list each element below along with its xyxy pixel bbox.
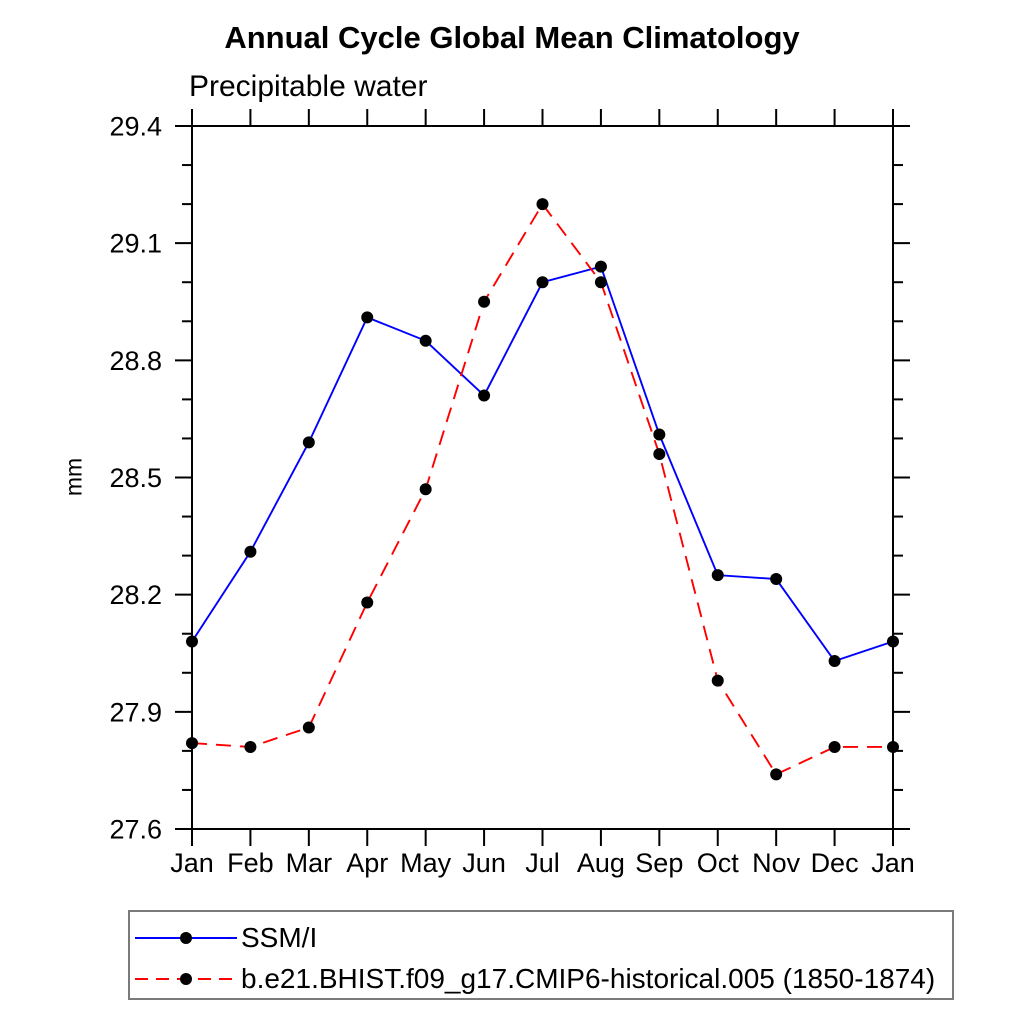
data-point xyxy=(711,569,724,582)
legend-swatch-solid-line xyxy=(135,932,237,944)
data-point xyxy=(770,573,783,586)
data-point xyxy=(419,483,432,496)
data-point xyxy=(302,721,315,734)
y-tick-label: 29.4 xyxy=(109,112,162,142)
x-tick-label: Dec xyxy=(811,848,859,878)
data-point xyxy=(244,740,257,753)
series-line-1 xyxy=(191,202,893,776)
data-point xyxy=(828,740,841,753)
x-tick-label: Jul xyxy=(525,848,560,878)
legend-label-ssmi: SSM/I xyxy=(241,922,318,953)
x-tick-label: Aug xyxy=(577,848,625,878)
plot-frame xyxy=(191,125,894,830)
data-point xyxy=(419,334,432,347)
legend-item-ssmi: SSM/I xyxy=(134,922,318,953)
y-tick-label: 28.5 xyxy=(109,463,162,493)
y-tick-label: 27.9 xyxy=(109,697,162,727)
data-point xyxy=(887,740,899,753)
x-tick-label: May xyxy=(400,848,452,878)
x-tick-label: Jan xyxy=(170,848,214,878)
data-point xyxy=(186,737,198,750)
chart-subtitle: Precipitable water xyxy=(189,70,428,103)
x-tick-label: Mar xyxy=(286,848,333,878)
x-tick-label: Apr xyxy=(346,848,388,878)
x-tick-label: Feb xyxy=(227,848,274,878)
data-point xyxy=(361,311,374,324)
legend-label-model: b.e21.BHIST.f09_g17.CMIP6-historical.005… xyxy=(241,963,936,994)
data-point xyxy=(536,276,549,289)
data-point xyxy=(653,428,666,441)
data-point xyxy=(186,635,198,648)
data-point xyxy=(828,655,841,668)
x-tick-label: Nov xyxy=(752,848,801,878)
data-point xyxy=(770,768,783,781)
y-tick-label: 29.1 xyxy=(109,229,162,259)
legend-marker-dot xyxy=(180,932,192,944)
x-tick-label: Oct xyxy=(697,848,740,878)
data-point xyxy=(478,295,491,308)
chart-title: Annual Cycle Global Mean Climatology xyxy=(224,20,800,55)
data-point xyxy=(361,596,374,609)
data-point xyxy=(711,674,724,687)
data-point xyxy=(302,436,315,449)
x-tick-label: Jan xyxy=(871,848,915,878)
data-point xyxy=(594,276,607,289)
series-line-0 xyxy=(191,265,894,663)
y-tick-label: 27.6 xyxy=(109,815,162,845)
data-point xyxy=(244,545,257,558)
x-tick-label: Sep xyxy=(635,848,683,878)
x-tick-label: Jun xyxy=(462,848,506,878)
y-tick-label: 28.2 xyxy=(109,580,162,610)
data-point xyxy=(536,198,549,211)
data-point xyxy=(653,448,666,461)
data-point xyxy=(478,389,491,402)
data-point xyxy=(887,635,899,648)
data-point xyxy=(594,260,607,273)
legend-item-model: b.e21.BHIST.f09_g17.CMIP6-historical.005… xyxy=(134,963,936,994)
legend-marker-dot xyxy=(180,973,192,985)
legend-swatch-dashed-line xyxy=(135,973,237,985)
legend-box: SSM/I b.e21.BHIST.f09_g17.CMIP6-historic… xyxy=(128,910,954,1000)
y-tick-label: 28.8 xyxy=(109,346,162,376)
